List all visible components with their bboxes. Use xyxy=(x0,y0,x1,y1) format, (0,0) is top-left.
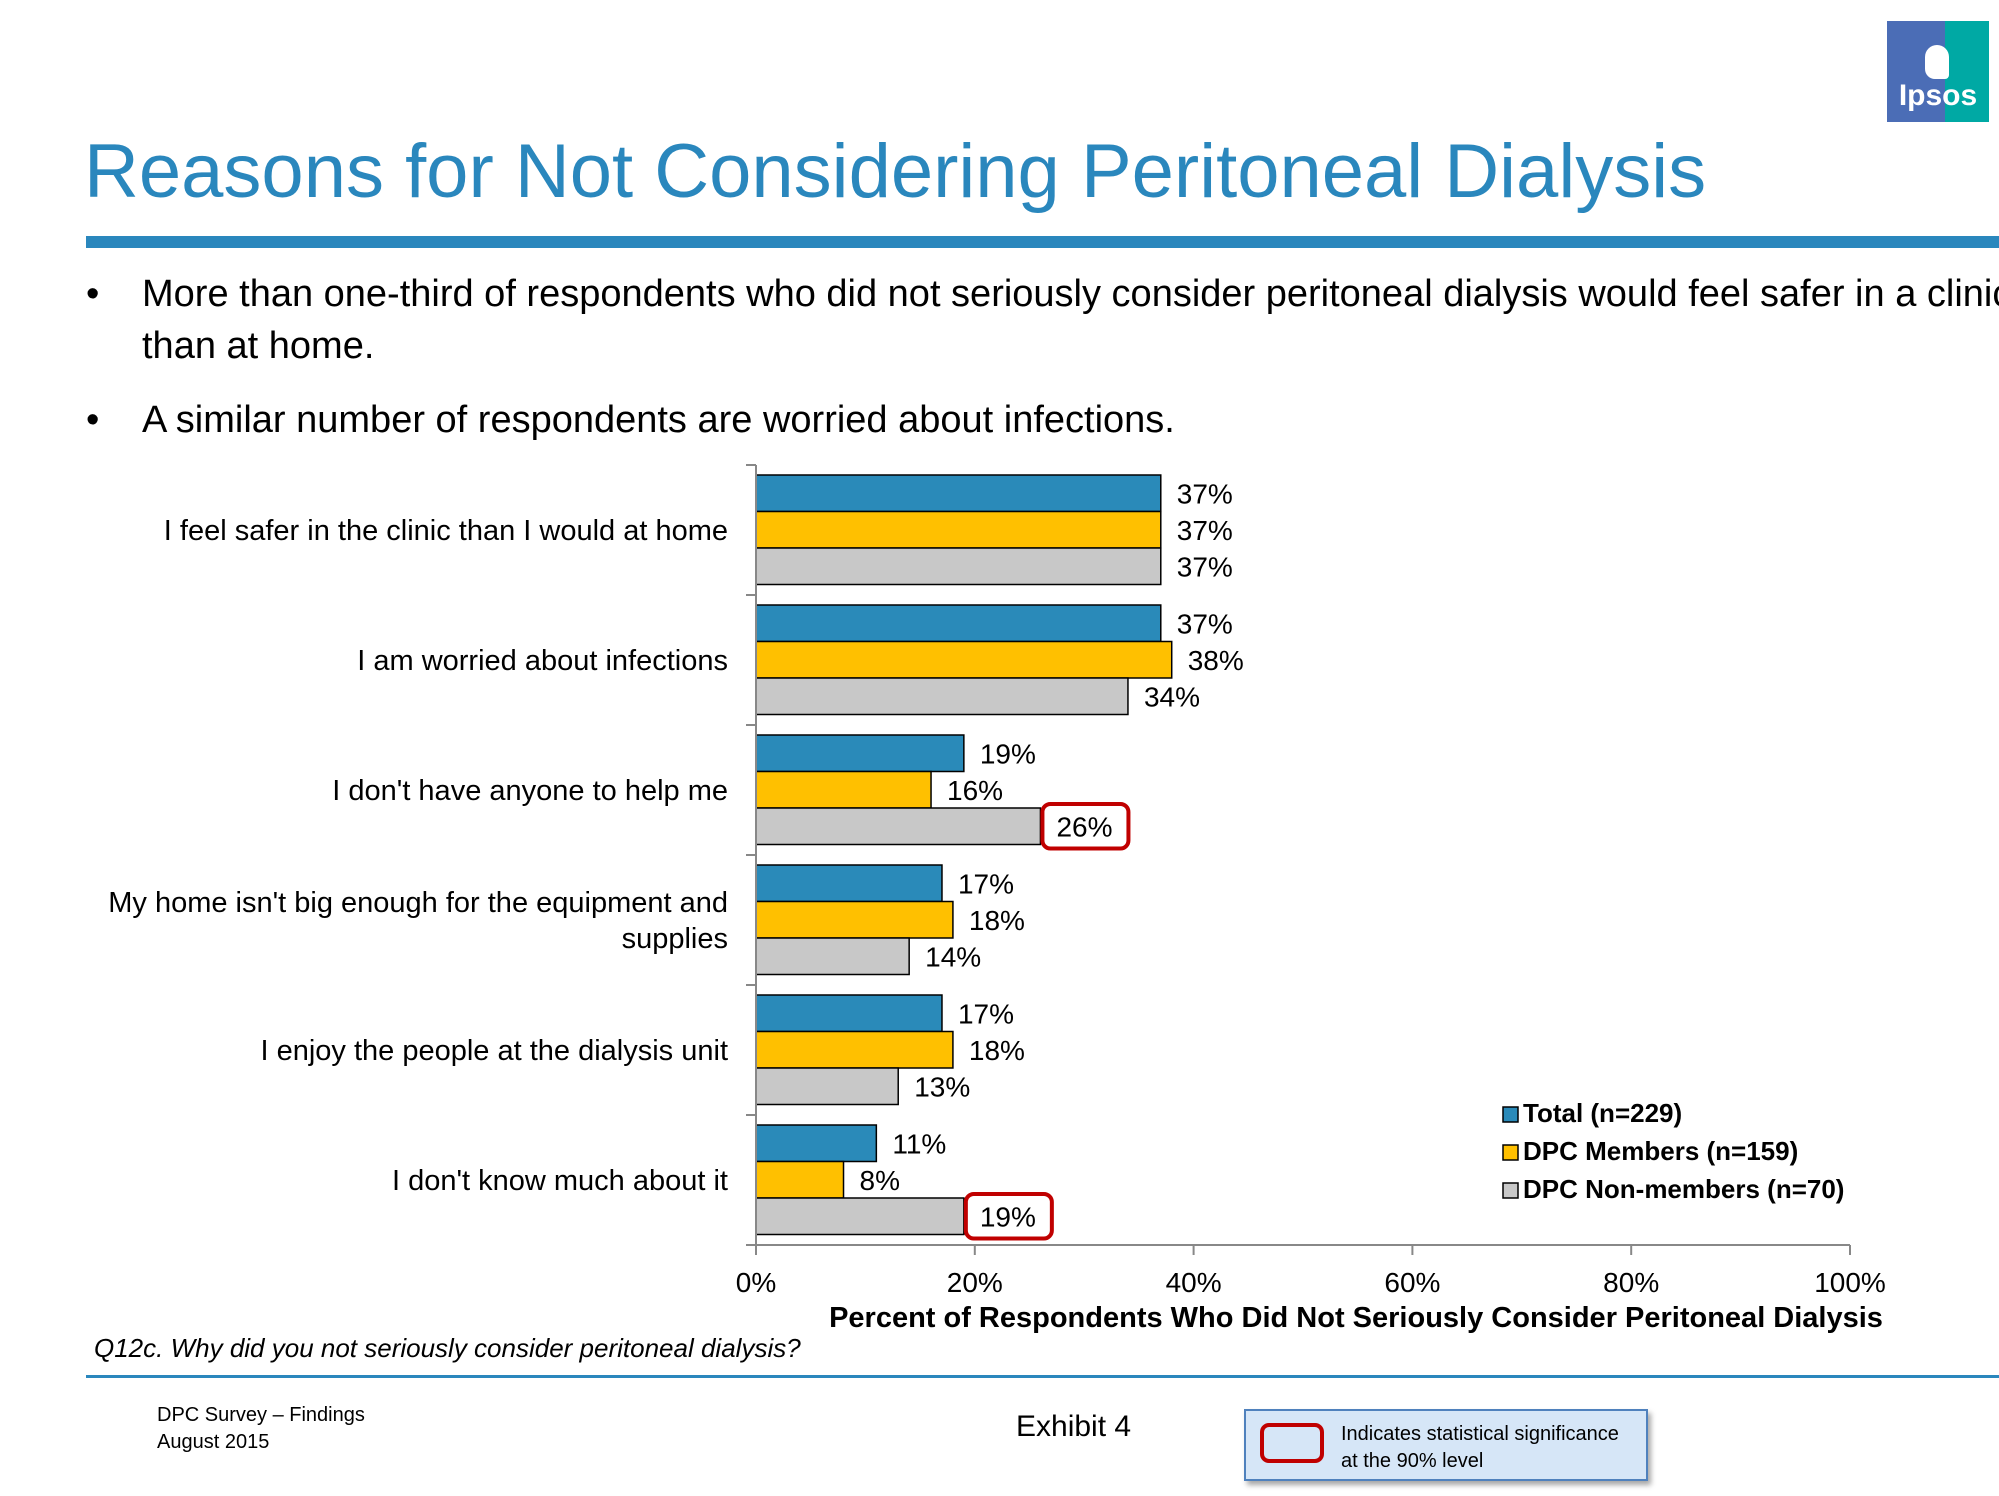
category-label: I don't know much about it xyxy=(392,1165,728,1197)
x-tick-label: 20% xyxy=(947,1267,1003,1298)
bar xyxy=(755,937,910,976)
category-label: I feel safer in the clinic than I would … xyxy=(164,515,728,547)
bullet-text: A similar number of respondents are worr… xyxy=(142,399,1175,441)
data-label: 34% xyxy=(1144,681,1200,712)
bar xyxy=(755,864,943,903)
legend-label: DPC Members (n=159) xyxy=(1523,1136,1798,1166)
bar xyxy=(755,474,1162,513)
bar-chart: I feel safer in the clinic than I would … xyxy=(108,464,1886,1334)
category-label: supplies xyxy=(622,923,728,955)
data-label: 37% xyxy=(1177,608,1233,639)
category-label: I am worried about infections xyxy=(357,645,728,677)
legend-swatch xyxy=(1502,1106,1519,1123)
x-tick-label: 0% xyxy=(736,1267,776,1298)
data-label: 37% xyxy=(1177,551,1233,582)
data-label: 18% xyxy=(969,1035,1025,1066)
bar xyxy=(755,770,932,809)
bar xyxy=(755,1124,878,1163)
category-label: I enjoy the people at the dialysis unit xyxy=(260,1035,728,1067)
data-label: 8% xyxy=(860,1165,900,1196)
x-tick-label: 60% xyxy=(1384,1267,1440,1298)
data-label: 13% xyxy=(914,1071,970,1102)
data-label: 14% xyxy=(925,941,981,972)
significance-text: Indicates statistical significance at th… xyxy=(1341,1423,1619,1472)
data-label: 19% xyxy=(980,738,1036,769)
footer-divider xyxy=(86,1375,1999,1378)
bar xyxy=(755,510,1162,549)
x-tick-label: 100% xyxy=(1814,1267,1886,1298)
x-axis-title: Percent of Respondents Who Did Not Serio… xyxy=(829,1302,1883,1334)
data-label: 19% xyxy=(980,1201,1036,1232)
legend-label: Total (n=229) xyxy=(1523,1098,1682,1128)
data-label: 17% xyxy=(958,868,1014,899)
bar xyxy=(755,547,1162,586)
data-label: 17% xyxy=(958,998,1014,1029)
bullet-text: More than one-third of respondents who d… xyxy=(142,273,1999,367)
bar xyxy=(755,994,943,1033)
data-label: 38% xyxy=(1188,645,1244,676)
data-label: 37% xyxy=(1177,515,1233,546)
legend-swatch xyxy=(1502,1182,1519,1199)
bar xyxy=(755,1160,845,1199)
footer-date: August 2015 xyxy=(157,1431,270,1453)
legend-swatch xyxy=(1502,1144,1519,1161)
significance-legend: Indicates statistical significance at th… xyxy=(1244,1409,1648,1481)
bar xyxy=(755,900,954,939)
bar xyxy=(755,640,1173,679)
bar xyxy=(755,604,1162,643)
category-label: I don't have anyone to help me xyxy=(332,775,728,807)
significance-highlight xyxy=(1040,802,1131,851)
logo-teal-band xyxy=(1945,21,1989,122)
x-tick-label: 80% xyxy=(1603,1267,1659,1298)
ipsos-head-icon xyxy=(1925,45,1949,79)
bullet-symbol: • xyxy=(86,399,100,441)
logo-text: Ipsos xyxy=(1898,79,1978,112)
bar xyxy=(755,1030,954,1069)
x-tick-label: 40% xyxy=(1166,1267,1222,1298)
data-label: 37% xyxy=(1177,478,1233,509)
title-divider xyxy=(86,236,1999,248)
bar xyxy=(755,1197,965,1236)
bar xyxy=(755,1067,899,1106)
data-label: 26% xyxy=(1056,811,1112,842)
data-label: 11% xyxy=(892,1128,946,1159)
bullet-symbol: • xyxy=(86,273,100,315)
significance-swatch xyxy=(1260,1423,1324,1463)
bar xyxy=(755,677,1129,716)
data-label: 16% xyxy=(947,775,1003,806)
data-label: 18% xyxy=(969,905,1025,936)
footer-survey-name: DPC Survey – Findings xyxy=(157,1404,365,1426)
ipsos-logo: Ipsos xyxy=(1887,21,1989,122)
bar xyxy=(755,807,1042,846)
page-title: Reasons for Not Considering Peritoneal D… xyxy=(84,129,1707,214)
significance-highlight xyxy=(963,1192,1054,1241)
bar xyxy=(755,734,965,773)
legend-label: DPC Non-members (n=70) xyxy=(1523,1174,1844,1204)
category-label: My home isn't big enough for the equipme… xyxy=(108,887,728,919)
exhibit-label: Exhibit 4 xyxy=(1016,1410,1132,1443)
question-note: Q12c. Why did you not seriously consider… xyxy=(94,1333,801,1363)
